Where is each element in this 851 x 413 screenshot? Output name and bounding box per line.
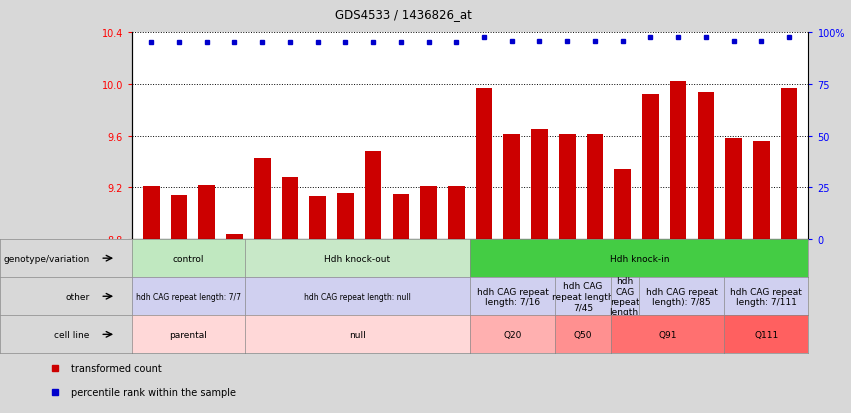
Text: Q50: Q50 [574,330,592,339]
Text: hdh CAG repeat
length: 7/16: hdh CAG repeat length: 7/16 [477,287,548,306]
Bar [226,235,243,240]
Text: transformed count: transformed count [71,363,162,373]
Text: genotype/variation: genotype/variation [3,254,89,263]
Text: hdh CAG repeat length: null: hdh CAG repeat length: null [304,292,411,301]
Bar [780,88,797,240]
Text: hdh CAG repeat
length): 7/85: hdh CAG repeat length): 7/85 [646,287,717,306]
Text: other: other [66,292,89,301]
Bar [698,93,714,240]
Bar [531,130,548,240]
Bar [643,95,659,240]
Text: hdh CAG repeat
length: 7/111: hdh CAG repeat length: 7/111 [730,287,802,306]
Text: cell line: cell line [54,330,89,339]
Text: hdh CAG
repeat length
7/45: hdh CAG repeat length 7/45 [552,282,614,311]
Text: control: control [173,254,204,263]
Bar [448,187,465,240]
Bar [310,197,326,240]
Text: parental: parental [169,330,208,339]
Bar [198,185,215,240]
Bar [753,142,769,240]
Text: null: null [349,330,366,339]
Bar [365,152,381,240]
Bar [171,196,187,240]
Text: Hdh knock-in: Hdh knock-in [609,254,669,263]
Bar [420,187,437,240]
Bar [337,193,354,240]
Bar [614,170,631,240]
Bar [670,82,687,240]
Bar [476,88,493,240]
Text: percentile rank within the sample: percentile rank within the sample [71,387,236,397]
Bar [504,135,520,240]
Text: GDS4533 / 1436826_at: GDS4533 / 1436826_at [334,8,471,21]
Bar [254,158,271,240]
Text: Q111: Q111 [754,330,779,339]
Bar [392,195,409,240]
Bar [725,139,742,240]
Bar [559,135,575,240]
Bar [586,135,603,240]
Text: Hdh knock-out: Hdh knock-out [324,254,391,263]
Text: Q91: Q91 [659,330,677,339]
Bar [282,178,298,240]
Text: Q20: Q20 [503,330,522,339]
Text: hdh CAG repeat length: 7/7: hdh CAG repeat length: 7/7 [136,292,241,301]
Text: hdh
CAG
repeat
length:: hdh CAG repeat length: [609,276,641,317]
Bar [143,187,160,240]
